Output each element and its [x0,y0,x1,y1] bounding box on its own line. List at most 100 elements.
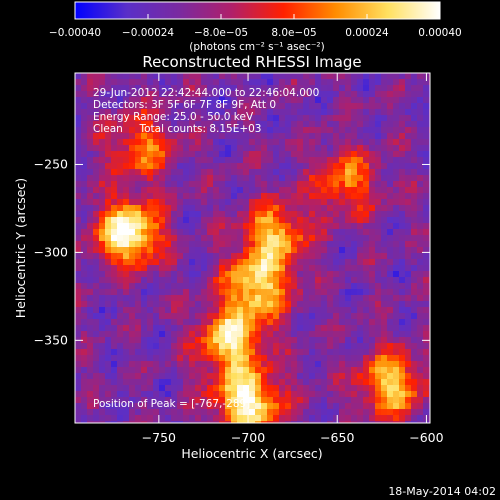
heatmap-cell [123,199,130,206]
heatmap-cell [291,127,298,134]
heatmap-cell [105,163,112,170]
heatmap-cell [315,79,322,86]
heatmap-cell [303,121,310,128]
heatmap-cell [345,145,352,152]
heatmap-cell [93,325,100,332]
heatmap-cell [261,223,268,230]
heatmap-cell [171,217,178,224]
heatmap-cell [339,175,346,182]
heatmap-cell [213,415,220,422]
heatmap-cell [237,313,244,320]
heatmap-cell [189,145,196,152]
heatmap-cell [93,85,100,92]
heatmap-cell [345,205,352,212]
heatmap-cell [141,139,148,146]
heatmap-cell [417,241,424,248]
heatmap-cell [315,373,322,380]
heatmap-cell [321,127,328,134]
heatmap-cell [117,85,124,92]
heatmap-cell [291,91,298,98]
heatmap-cell [405,373,412,380]
heatmap-cell [273,115,280,122]
heatmap-cell [75,325,82,332]
heatmap-cell [243,133,250,140]
heatmap-cell [363,229,370,236]
heatmap-cell [153,397,160,404]
heatmap-cell [225,139,232,146]
heatmap-cell [351,199,358,206]
heatmap-cell [75,193,82,200]
heatmap-cell [135,115,142,122]
heatmap-cell [213,325,220,332]
heatmap-cell [141,313,148,320]
heatmap-cell [249,151,256,158]
heatmap-cell [417,277,424,284]
heatmap-cell [261,319,268,326]
heatmap-cell [117,301,124,308]
heatmap-cell [291,367,298,374]
heatmap-cell [345,229,352,236]
heatmap-cell [171,373,178,380]
heatmap-cell [117,253,124,260]
heatmap-cell [87,157,94,164]
heatmap-cell [321,277,328,284]
heatmap-cell [81,205,88,212]
heatmap-cell [315,217,322,224]
heatmap-cells [75,73,430,423]
heatmap-cell [207,361,214,368]
heatmap-cell [99,241,106,248]
heatmap-cell [375,85,382,92]
heatmap-cell [243,337,250,344]
heatmap-cell [285,139,292,146]
heatmap-cell [177,139,184,146]
heatmap-cell [381,253,388,260]
heatmap-cell [255,97,262,104]
heatmap-cell [291,289,298,296]
heatmap-cell [93,421,100,423]
heatmap-cell [135,409,142,416]
heatmap-cell [417,253,424,260]
heatmap-cell [369,199,376,206]
heatmap-cell [123,145,130,152]
heatmap-cell [159,331,166,338]
heatmap-cell [255,115,262,122]
heatmap-cell [249,307,256,314]
heatmap-cell [387,157,394,164]
heatmap-cell [105,301,112,308]
heatmap-cell [141,289,148,296]
heatmap-cell [153,319,160,326]
heatmap-cell [285,241,292,248]
heatmap-cell [165,223,172,230]
heatmap-cell [375,367,382,374]
heatmap-cell [267,349,274,356]
heatmap-cell [315,223,322,230]
heatmap-cell [147,331,154,338]
heatmap-cell [249,343,256,350]
heatmap-cell [333,409,340,416]
heatmap-cell [315,133,322,140]
heatmap-cell [333,175,340,182]
heatmap-cell [87,91,94,98]
heatmap-cell [171,211,178,218]
heatmap-cell [417,157,424,164]
heatmap-cell [237,295,244,302]
heatmap-cell [351,295,358,302]
heatmap-cell [147,169,154,176]
heatmap-cell [231,325,238,332]
heatmap-cell [225,109,232,116]
heatmap-cell [405,349,412,356]
heatmap-cell [255,319,262,326]
heatmap-cell [297,385,304,392]
heatmap-cell [135,379,142,386]
heatmap-cell [363,289,370,296]
heatmap-cell [231,409,238,416]
heatmap-cell [159,229,166,236]
heatmap-cell [81,103,88,110]
heatmap-cell [225,79,232,86]
heatmap-cell [165,283,172,290]
heatmap-cell [363,103,370,110]
heatmap-cell [93,139,100,146]
heatmap-cell [309,283,316,290]
heatmap-cell [285,331,292,338]
heatmap-cell [87,307,94,314]
